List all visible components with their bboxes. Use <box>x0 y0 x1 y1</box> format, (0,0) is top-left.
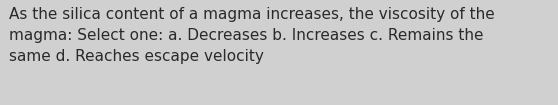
Text: As the silica content of a magma increases, the viscosity of the
magma: Select o: As the silica content of a magma increas… <box>9 7 495 64</box>
